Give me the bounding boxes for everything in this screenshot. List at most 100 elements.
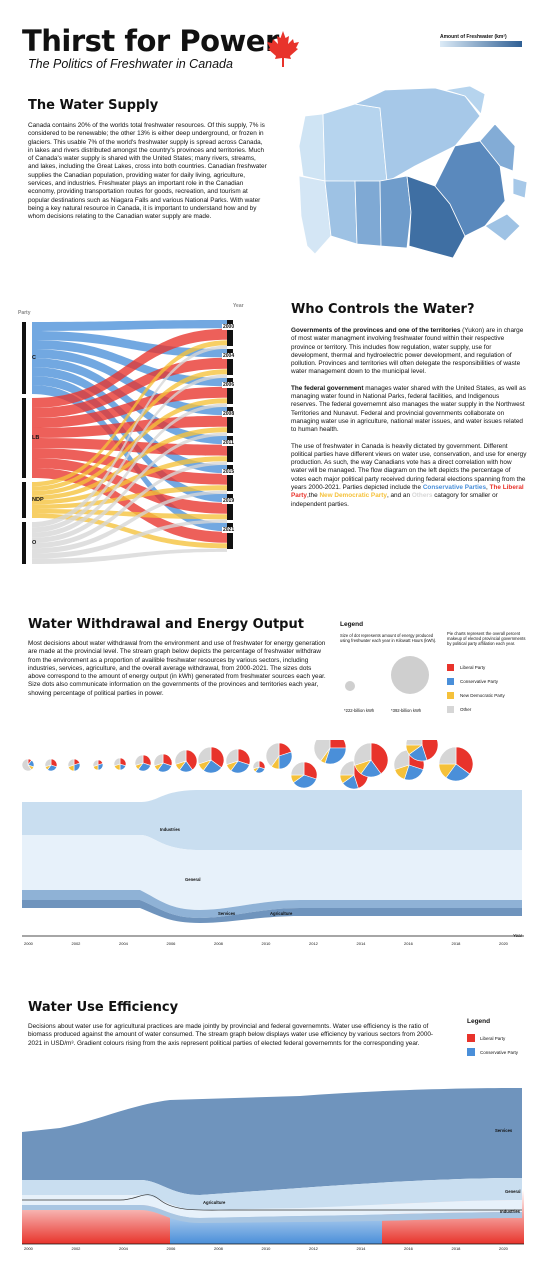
page-subtitle: The Politics of Freshwater in Canada (28, 57, 233, 71)
party-bar (22, 482, 26, 518)
year-label: 2006 (222, 382, 236, 388)
party-flow-band (32, 519, 227, 559)
map-region-nwt (322, 103, 388, 183)
stream-label: Industries (160, 827, 181, 832)
maple-leaf-icon (267, 31, 299, 67)
pie-slice (438, 746, 457, 765)
party-label: NDP (32, 497, 44, 503)
year-label: 2004 (222, 353, 236, 359)
party-flow-band (32, 376, 227, 503)
year-bar (227, 494, 233, 520)
party-flow-band (32, 357, 227, 418)
pie-slice (405, 740, 423, 746)
pie-slice (92, 759, 99, 767)
control-p1: (Yukon) are in charge of most water mana… (291, 327, 524, 376)
stream-label: General (185, 877, 201, 882)
pie-slice (290, 761, 305, 776)
pie-slice (303, 761, 318, 780)
page-title: Thirst for Power (22, 24, 279, 58)
year-bar (227, 407, 233, 433)
legend-small-dot (345, 681, 355, 691)
party-label: C (32, 355, 36, 361)
control-p3: The use of freshwater in Canada is heavi… (291, 442, 527, 492)
pie-slice (197, 746, 212, 765)
party-flow-band (32, 331, 227, 358)
control-p2: manages water shared with the United Sta… (291, 384, 526, 434)
party-flow-band (32, 369, 227, 491)
year-bar (227, 436, 233, 462)
withdrawal-text: Most decisions about water withdrawal fr… (28, 640, 326, 697)
x-tick-label: 2008 (214, 941, 223, 946)
party-flow-band (32, 345, 227, 528)
water-supply-heading: The Water Supply (28, 98, 159, 113)
party-flow-band (32, 427, 227, 500)
party-flow-band (32, 461, 227, 549)
x-tick-label: 2010 (261, 941, 271, 946)
legend-label: Conservative Party (480, 1050, 519, 1055)
sep: catagory for smaller or independent part… (291, 492, 498, 508)
pie-slice (44, 758, 52, 768)
year-axis-label: Year (233, 303, 244, 309)
party-flow-band (32, 374, 227, 533)
pie-slice (329, 740, 347, 749)
efficiency-legend-title: Legend (467, 1018, 491, 1025)
x-tick-label: 2016 (404, 941, 413, 946)
pie-slice (113, 757, 121, 767)
control-p2-bold: The federal government (291, 384, 364, 392)
year-bar (227, 320, 233, 346)
map-region-islands (444, 86, 486, 115)
map-region-labrador (479, 123, 516, 172)
party-flow-band (32, 340, 227, 387)
ndp-link-text: New Democratic Party (319, 492, 387, 500)
pie-slice (293, 774, 317, 789)
control-heading: Who Controls the Water? (291, 302, 475, 317)
stream-line (22, 1194, 522, 1211)
legend-swatch (447, 678, 454, 685)
party-flow-band (32, 456, 227, 505)
stream-label: General (505, 1189, 521, 1194)
x-tick-label: 2012 (309, 1246, 318, 1251)
others-link-text: Others (411, 492, 433, 500)
party-flow-diagram (22, 320, 233, 564)
pie-slice (67, 758, 75, 768)
stream-agriculture (22, 1195, 522, 1218)
stream-label: Agriculture (203, 1200, 226, 1205)
legend-swatch (467, 1048, 475, 1056)
control-p1-bold: Governments of the provinces and one of … (291, 327, 461, 334)
legend-label: Other (460, 707, 472, 712)
party-flow-band (32, 448, 227, 485)
map-region-manitoba (379, 175, 412, 249)
pie-slice (174, 749, 187, 765)
party-flow-band (32, 367, 227, 474)
legend-label: New Democratic Party (460, 693, 505, 698)
map-legend-label: Amount of Freshwater (km²) (440, 34, 507, 40)
pie-slice (210, 746, 225, 769)
stream-label: Industries (500, 1209, 521, 1214)
map-region-sask (354, 180, 382, 247)
legend-large-dot (391, 656, 429, 694)
x-tick-label: 2004 (119, 1246, 128, 1251)
stream-label: Agriculture (270, 911, 293, 916)
x-tick-label: 2020 (499, 1246, 508, 1251)
withdrawal-heading: Water Withdrawal and Energy Output (28, 617, 304, 632)
efficiency-heading: Water Use Efficiency (28, 1000, 179, 1015)
sep: , and an (386, 492, 412, 500)
year-bar (227, 378, 233, 404)
party-flow-band (32, 490, 227, 554)
legend-label: Liberal Party (480, 1036, 506, 1041)
legend-label: Liberal Party (460, 665, 486, 670)
canada-map (298, 86, 528, 259)
pie-slice (185, 749, 198, 771)
year-label: 2008 (222, 411, 236, 417)
pie-slice (370, 742, 389, 775)
x-tick-label: 2018 (451, 1246, 461, 1251)
x-tick-label: 2010 (261, 1246, 271, 1251)
pie-slice (339, 760, 355, 776)
legend-large-label: *392-billion kWh (391, 708, 422, 713)
party-flow-band (32, 340, 227, 487)
legend-swatch (467, 1034, 475, 1042)
party-bar (22, 522, 26, 564)
year-label: 2011 (222, 440, 235, 446)
year-label: 2000 (222, 324, 236, 330)
pie-slice (21, 758, 32, 772)
